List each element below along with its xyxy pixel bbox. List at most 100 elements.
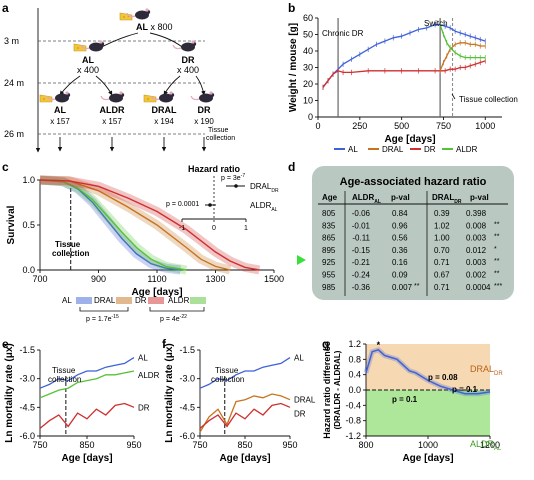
x-tick-label: 1100	[147, 274, 166, 284]
cell-pval2: 0.008	[466, 221, 487, 230]
panel-label-g: g	[322, 337, 329, 351]
x-tick-label: 1300	[205, 274, 225, 284]
y-tick-label: 60	[303, 13, 313, 23]
series-difference	[365, 348, 491, 395]
pval-bracket-1	[79, 307, 129, 312]
x-axis-title: Age [days]	[402, 453, 453, 464]
cell-aldr: -0.24	[352, 271, 371, 280]
hazard-p1: p = 3e-7	[221, 173, 245, 182]
legend-b: AL DRAL DR ALDR	[334, 145, 478, 154]
cell-pval2: 0.003	[466, 258, 487, 267]
region-dral-fill	[366, 344, 490, 390]
arrow-to-dr2	[195, 75, 206, 96]
cell-aldr: -0.06	[352, 209, 371, 218]
series-dr	[39, 179, 260, 271]
y-tick-label: 0.0	[22, 265, 35, 275]
chart-g: 800 1000 1200 -1.2 -0.8 -0.4 0.0 0.4 0.8 1.2 Age […	[322, 339, 500, 464]
y-axis-title-2: (DRALDR - ALDRAL)	[333, 350, 342, 429]
cell-pval2: 0.002	[466, 271, 487, 280]
legend-c-swatch-al	[76, 297, 92, 304]
series-label-aldr: ALDR	[138, 371, 160, 380]
hazard-title: Hazard ratio	[188, 164, 241, 174]
panel-d: d Age-associated hazard ratio Age ALDRAL…	[288, 160, 514, 300]
x-axis-title: Age [days]	[219, 453, 270, 464]
annot-f2: collection	[211, 375, 244, 384]
y-tick-label: -6.0	[179, 431, 195, 441]
panel-label-b: b	[288, 1, 295, 15]
y-tick-label: 20	[303, 79, 313, 89]
y-tick-label: -6.0	[19, 431, 35, 441]
series-label-al: AL	[138, 354, 148, 363]
cell-pval2: 0.012	[466, 246, 487, 255]
x-tick-label: 800	[358, 440, 373, 450]
legend-c-swatch-aldr	[190, 297, 206, 304]
panel-label-e: e	[2, 337, 9, 351]
annot-tissue-c1: Tissue	[55, 240, 81, 249]
panel-f: f 750 850 950 -1.5 -3.0 -4.5 -6.0 Age [days] Ln …	[162, 337, 316, 464]
tissue-label-2: collection	[206, 135, 235, 142]
series-dral	[199, 393, 291, 433]
y-tick-label: -0.4	[345, 400, 361, 410]
panel-c: c 700 900 1100 1300 1500 0.0 0.5 1.0 Age [days] S…	[2, 160, 284, 323]
x-tick-label: 500	[394, 121, 409, 131]
annot-chronic-dr: Chronic DR	[322, 29, 364, 38]
annot-tissue-b-pointer	[451, 93, 456, 100]
group-al-label: AL	[82, 55, 94, 65]
cheese-icon	[73, 43, 87, 52]
series-dral	[39, 179, 231, 271]
panel-label-f: f	[162, 337, 167, 351]
col-header-age: Age	[322, 193, 338, 202]
group-aldr-count: x 157	[102, 117, 122, 126]
y-tick-label: -4.5	[179, 402, 195, 412]
cell-age: 865	[322, 234, 336, 243]
arrow-to-dral	[163, 75, 181, 96]
series-label-al: AL	[294, 354, 304, 363]
y-tick-label: 0.4	[348, 370, 361, 380]
cell-aldr: -0.11	[352, 234, 370, 243]
series-label-dral: DRAL	[294, 396, 316, 405]
y-tick-label: -1.5	[19, 345, 35, 355]
time-label-24m: 24 m	[4, 78, 24, 88]
cell-pval1: 0.96	[392, 221, 408, 230]
group-dr3-count: x 190	[194, 117, 214, 126]
cell-pval2: 0.398	[466, 209, 487, 218]
group-aldr-label: ALDR	[100, 105, 125, 115]
cell-aldr: -0.21	[352, 258, 371, 267]
annot-tissue-c2: collection	[52, 249, 89, 258]
series-dr	[322, 60, 486, 88]
group-dral-label: DRAL	[152, 105, 177, 115]
x-tick-label: 850	[79, 440, 94, 450]
legend-b-al: AL	[348, 145, 358, 154]
table-background	[312, 166, 514, 300]
pval-2: p = 4e-22	[160, 314, 187, 323]
x-tick-label: 750	[436, 121, 451, 131]
annot-g-p2: p = 0.1	[452, 385, 478, 394]
cell-pval2-sig: ***	[494, 283, 502, 290]
x-tick-label: 750	[32, 440, 47, 450]
hazard-p2: p = 0.0001	[166, 201, 199, 208]
legend-c-al: AL	[62, 296, 72, 305]
legend-c: AL DRAL DR ALDR p = 1.7e-15 p = 4e-22	[62, 296, 206, 323]
legend-c-aldr: ALDR	[168, 296, 190, 305]
panel-label-d: d	[288, 160, 295, 174]
cell-dral: 1.00	[434, 234, 450, 243]
cell-age: 835	[322, 221, 336, 230]
x-tick-label: 900	[91, 274, 106, 284]
group-dr-count: x 400	[177, 65, 199, 75]
series-dr	[199, 402, 291, 429]
x-axis-title: Age [days]	[384, 134, 435, 145]
cell-aldr: -0.15	[352, 246, 371, 255]
cell-pval2-sig: **	[494, 221, 500, 228]
y-axis-title: Hazard ratio difference	[322, 341, 332, 439]
y-tick-label: 40	[303, 46, 313, 56]
legend-b-aldr: ALDR	[456, 145, 478, 154]
region-aldr-fill	[366, 390, 490, 436]
time-label-26m: 26 m	[4, 129, 24, 139]
panel-b: b 0 250 500 750 1000 0 10 20 30 40 50 60 Age [days] W…	[288, 1, 518, 154]
chart-e: 750 850 950 -1.5 -3.0 -4.5 -6.0 Age [days] Ln mo…	[4, 343, 160, 464]
y-tick-label: 50	[303, 30, 313, 40]
x-tick-label: 750	[192, 440, 207, 450]
y-tick-label: -3.0	[179, 374, 195, 384]
legend-c-dr: DR	[135, 296, 147, 305]
cheese-icon	[39, 94, 53, 103]
